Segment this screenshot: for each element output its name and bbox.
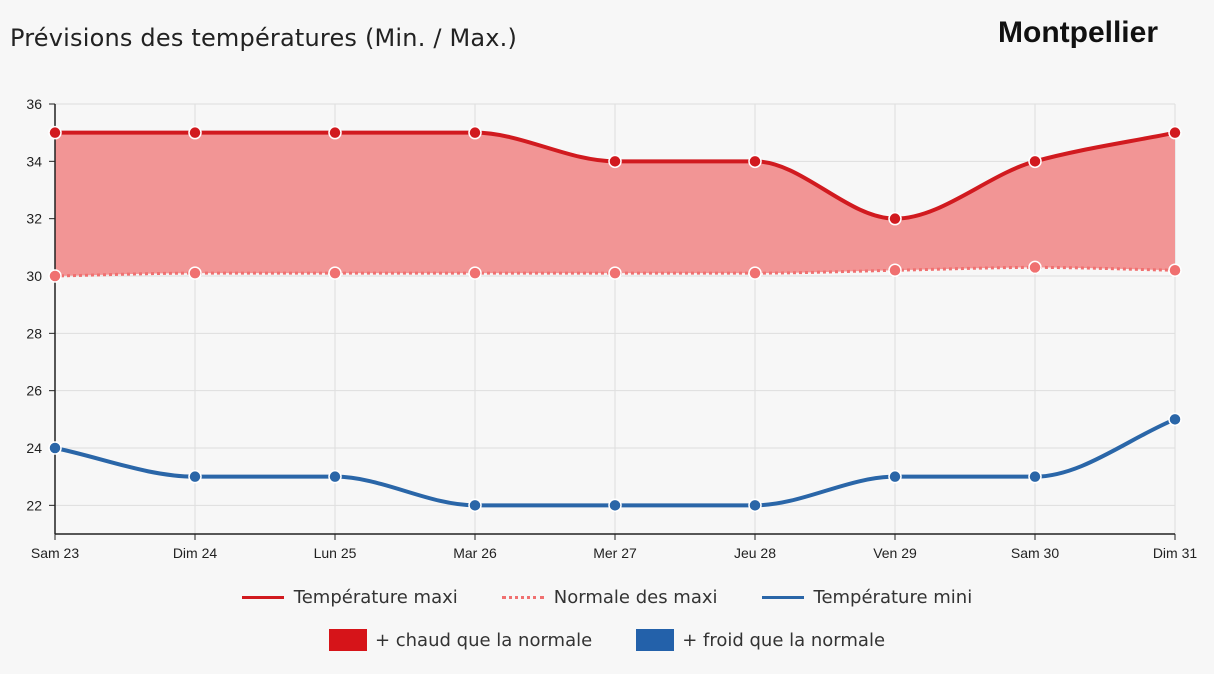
x-tick-label: Mer 27 xyxy=(593,545,637,561)
max-temperature-point[interactable] xyxy=(888,211,902,226)
max-temperature-point[interactable] xyxy=(1028,154,1042,169)
y-tick-label: 32 xyxy=(26,211,42,227)
x-tick-label: Sam 23 xyxy=(31,545,79,561)
warm-swatch xyxy=(328,629,367,651)
y-tick-label: 28 xyxy=(26,325,42,341)
y-tick-label: 26 xyxy=(26,383,42,399)
min-temperature-point[interactable] xyxy=(748,498,762,513)
max-temperature-point[interactable] xyxy=(188,125,202,140)
y-tick-label: 30 xyxy=(26,268,42,284)
legend-row-lines: Température maxi Normale des maxi Tempér… xyxy=(0,587,1214,608)
normal-max-point[interactable] xyxy=(468,266,482,280)
normal-max-point[interactable] xyxy=(888,263,902,278)
min-line-swatch xyxy=(761,596,804,599)
y-tick-label: 34 xyxy=(26,153,42,169)
min-temperature-point[interactable] xyxy=(888,469,902,484)
max-temperature-point[interactable] xyxy=(468,125,482,140)
temperature-chart: 22 24 26 28 30 32 34 36 Sam 23 Dim 24 Lun 25 Mar 26… xyxy=(26,96,1197,561)
normal-max-point[interactable] xyxy=(748,266,762,280)
normal-max-point[interactable] xyxy=(48,269,62,283)
normal-max-point[interactable] xyxy=(608,266,622,280)
legend-item-max[interactable]: Température maxi xyxy=(241,587,458,608)
legend-item-cold[interactable]: + froid que la normale xyxy=(636,629,885,651)
min-temperature-point[interactable] xyxy=(468,498,482,513)
max-temperature-point[interactable] xyxy=(748,154,762,169)
tick-labels: 22 24 26 28 30 32 34 36 Sam 23 Dim 24 Lun 25 Mar 26… xyxy=(26,96,1197,561)
x-tick-label: Sam 30 xyxy=(1011,545,1059,561)
legend-item-normal[interactable]: Normale des maxi xyxy=(501,587,718,608)
min-temperature-point[interactable] xyxy=(608,498,622,513)
normal-max-point[interactable] xyxy=(328,266,342,280)
x-tick-label: Lun 25 xyxy=(314,545,357,561)
max-temperature-point[interactable] xyxy=(328,125,342,140)
normal-max-point[interactable] xyxy=(1168,263,1182,278)
x-tick-label: Dim 31 xyxy=(1153,545,1198,561)
max-temperature-point[interactable] xyxy=(608,154,622,169)
legend-row-areas: + chaud que la normale + froid que la no… xyxy=(0,629,1214,651)
max-temperature-point[interactable] xyxy=(1168,125,1182,140)
min-temperature-point[interactable] xyxy=(1028,469,1042,484)
max-temperature-point[interactable] xyxy=(48,125,62,140)
x-tick-label: Dim 24 xyxy=(173,545,218,561)
normal-max-point[interactable] xyxy=(1028,260,1042,275)
y-tick-label: 36 xyxy=(26,96,42,112)
y-tick-label: 22 xyxy=(26,497,42,513)
x-tick-label: Mar 26 xyxy=(453,545,497,561)
chart-title: Prévisions des températures (Min. / Max.… xyxy=(10,24,518,52)
min-temperature-point[interactable] xyxy=(1168,412,1182,427)
city-name: Montpellier xyxy=(998,16,1159,49)
normal-line-swatch xyxy=(501,596,544,599)
legend-label-min: Température mini xyxy=(813,587,973,608)
legend-label-normal: Normale des maxi xyxy=(553,587,718,608)
min-temperature-point[interactable] xyxy=(48,441,62,455)
normal-max-point[interactable] xyxy=(188,266,202,280)
max-line-swatch xyxy=(241,596,284,599)
x-tick-label: Jeu 28 xyxy=(734,545,776,561)
min-temperature-point[interactable] xyxy=(328,469,342,484)
warm-area xyxy=(55,132,1175,276)
legend-label-warm: + chaud que la normale xyxy=(374,629,593,651)
legend-item-min[interactable]: Température mini xyxy=(761,587,973,608)
data-points xyxy=(48,125,1182,513)
x-tick-label: Ven 29 xyxy=(873,545,917,561)
legend-item-warm[interactable]: + chaud que la normale xyxy=(328,629,593,651)
legend-label-cold: + froid que la normale xyxy=(682,629,886,651)
axes xyxy=(49,103,1176,540)
min-temperature-point[interactable] xyxy=(188,469,202,484)
legend-label-max: Température maxi xyxy=(293,587,458,608)
y-tick-label: 24 xyxy=(26,440,42,456)
cold-swatch xyxy=(636,629,675,651)
